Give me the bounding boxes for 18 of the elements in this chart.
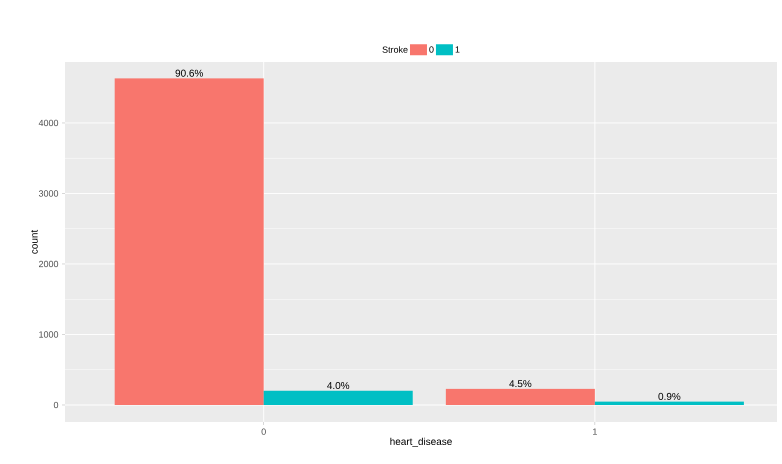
x-axis-title: heart_disease <box>390 438 452 447</box>
legend-label: 1 <box>456 46 460 53</box>
y-tick-label: 1000 <box>39 331 58 338</box>
bar <box>114 78 264 405</box>
bar <box>594 402 744 405</box>
annotation: 90.6% <box>176 70 203 77</box>
y-tick-label: 0 <box>54 402 58 408</box>
annotation: 0.9% <box>658 392 680 400</box>
y-tick-label: 2000 <box>38 260 58 268</box>
bar <box>264 390 413 405</box>
legend-title: Stroke <box>382 46 408 53</box>
y-tick-label: 3000 <box>38 190 58 197</box>
y-tick-label: 4000 <box>38 120 58 126</box>
y-axis-title: count <box>31 230 38 254</box>
annotation: 4.5% <box>509 380 532 388</box>
legend-label: 0 <box>429 46 434 53</box>
bar <box>446 388 595 405</box>
annotation: 4.0% <box>327 382 350 390</box>
